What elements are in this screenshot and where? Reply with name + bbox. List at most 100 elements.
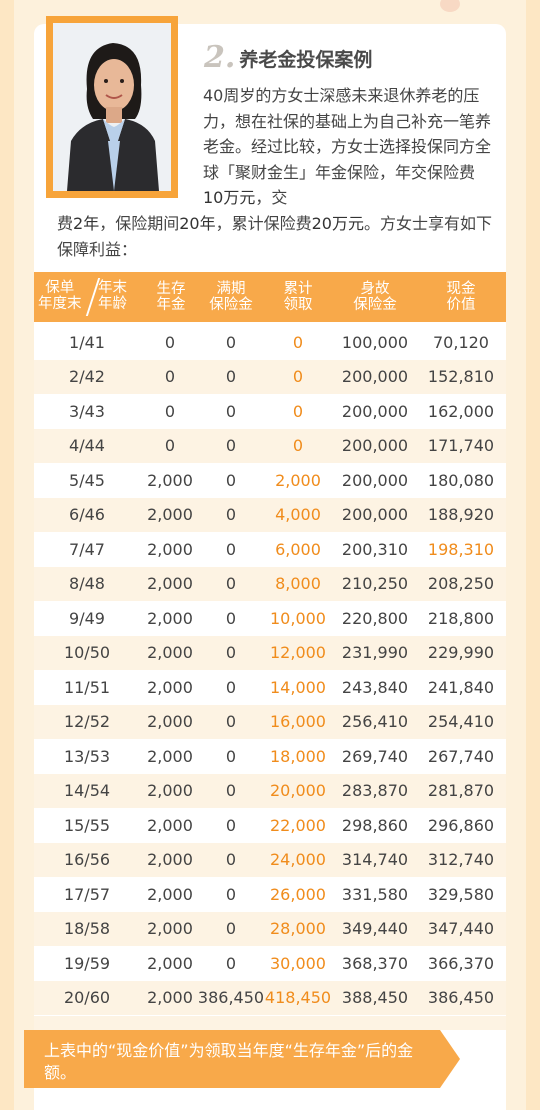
survival-annuity-header: 生存 年金: [142, 272, 200, 322]
table-cell-maturity: 0: [225, 712, 237, 732]
table-cell-cash: 162,000: [427, 401, 495, 421]
table-row: 16/56 2,000 0 24,000 314,740 312,740: [34, 842, 506, 877]
table-cell-death: 349,440: [341, 919, 409, 939]
header-line: 现金: [446, 281, 476, 297]
header-line: 领取: [283, 297, 313, 313]
footnote-arrow: [440, 1030, 460, 1088]
table-cell-survival: 2,000: [147, 953, 193, 973]
portrait-photo: [53, 23, 171, 191]
table-cell-survival: 0: [164, 401, 176, 421]
header-line: 年末: [98, 280, 127, 296]
header-line: 累计: [283, 281, 313, 297]
table-cell-maturity: 0: [225, 850, 237, 870]
intro-sep: ，累计保险费: [215, 214, 312, 233]
table-row: 13/53 2,000 0 18,000 269,740 267,740: [34, 739, 506, 774]
intro-tail: 。方女士享有如下保障利益：: [57, 214, 492, 259]
table-row: 4/44 0 0 0 200,000 171,740: [34, 428, 506, 463]
table-cell-death: 220,800: [341, 608, 409, 628]
table-cell-survival: 2,000: [147, 988, 193, 1008]
table-cell-cash: 267,740: [427, 746, 495, 766]
policy-year-header: 保单 年度末: [38, 280, 82, 312]
table-cell-maturity: 0: [225, 884, 237, 904]
table-cell-survival: 2,000: [147, 815, 193, 835]
section-number: 2.: [204, 40, 236, 75]
table-cell-cash: 281,870: [427, 781, 495, 801]
table-cell-year-age: 7/47: [69, 539, 105, 559]
intro-text: 40周岁的方女士深感未来退休养老的压力，想在社保的基础上为自己补充一笔养老金。经…: [203, 86, 492, 182]
table-row: 14/54 2,000 0 20,000 283,870 281,870: [34, 773, 506, 808]
table-cell-maturity: 0: [225, 332, 237, 352]
table-cell-year-age: 12/52: [63, 712, 111, 732]
table-cell-year-age: 11/51: [63, 677, 111, 697]
intro-sep: ，保险期间: [99, 214, 180, 233]
table-cell-year-age: 2/42: [69, 367, 105, 387]
portrait-photo-frame: [46, 16, 178, 198]
footnote-text: 上表中的“现金价值”为领取当年度“生存年金”后的金额。: [44, 1041, 414, 1082]
table-cell-death: 298,860: [341, 815, 409, 835]
table-cell-cumulative: 0: [292, 367, 304, 387]
table-cell-cash: 296,860: [427, 815, 495, 835]
table-cell-death: 200,000: [341, 505, 409, 525]
header-line: 保险金: [353, 297, 397, 313]
table-cell-cash: 218,800: [427, 608, 495, 628]
header-line: 年度末: [38, 296, 82, 312]
table-row: 18/58 2,000 0 28,000 349,440 347,440: [34, 911, 506, 946]
table-cell-year-age: 20/60: [63, 988, 111, 1008]
table-cell-cumulative: 0: [292, 436, 304, 456]
table-row: 1/41 0 0 0 100,000 70,120: [34, 325, 506, 360]
table-cell-cash: 152,810: [427, 367, 495, 387]
table-cell-maturity: 0: [225, 608, 237, 628]
table-cell-cumulative: 6,000: [275, 539, 321, 559]
table-cell-death: 210,250: [341, 574, 409, 594]
table-cell-cumulative: 28,000: [270, 919, 326, 939]
table-cell-year-age: 14/54: [63, 781, 111, 801]
table-row: 5/45 2,000 0 2,000 200,000 180,080: [34, 463, 506, 498]
table-cell-death: 256,410: [341, 712, 409, 732]
header-line: 保单: [45, 280, 75, 296]
table-cell-survival: 2,000: [147, 470, 193, 490]
table-cell-cash: 329,580: [427, 884, 495, 904]
table-cell-cash: 347,440: [427, 919, 495, 939]
table-cell-survival: 2,000: [147, 781, 193, 801]
table-cell-maturity: 0: [225, 643, 237, 663]
table-cell-year-age: 3/43: [69, 401, 105, 421]
table-cell-cash: 171,740: [427, 436, 495, 456]
table-row: 2/42 0 0 0 200,000 152,810: [34, 359, 506, 394]
table-cell-year-age: 6/46: [69, 505, 105, 525]
table-cell-maturity: 0: [225, 781, 237, 801]
table-cell-maturity: 0: [225, 367, 237, 387]
header-line: 身故: [360, 281, 390, 297]
insurance-term: 20年: [179, 214, 216, 233]
header-line: 价值: [446, 297, 476, 313]
table-cell-year-age: 9/49: [69, 608, 105, 628]
table-row: 3/43 0 0 0 200,000 162,000: [34, 394, 506, 429]
table-cell-cumulative: 10,000: [270, 608, 326, 628]
table-cell-maturity: 0: [225, 505, 237, 525]
total-premium: 20万元: [311, 214, 364, 233]
death-benefit-header: 身故 保险金: [334, 272, 416, 322]
table-cell-year-age: 10/50: [63, 643, 111, 663]
section-title: 2. 养老金投保案例: [204, 40, 372, 76]
table-row: 8/48 2,000 0 8,000 210,250 208,250: [34, 566, 506, 601]
table-cell-cumulative: 0: [292, 401, 304, 421]
table-row: 9/49 2,000 0 10,000 220,800 218,800: [34, 601, 506, 636]
benefit-table-header: 保单 年度末 年末 年龄 生存 年金 满期 保险金 累计 领取 身故 保险金 现…: [34, 272, 506, 322]
table-cell-maturity: 0: [225, 815, 237, 835]
table-cell-year-age: 5/45: [69, 470, 105, 490]
table-cell-maturity: 0: [225, 746, 237, 766]
table-cell-death: 200,000: [341, 401, 409, 421]
table-cell-survival: 2,000: [147, 608, 193, 628]
intro-paragraph: 40周岁的方女士深感未来退休养老的压力，想在社保的基础上为自己补充一笔养老金。经…: [203, 83, 495, 211]
table-cell-death: 314,740: [341, 850, 409, 870]
table-cell-year-age: 15/55: [63, 815, 111, 835]
table-cell-maturity: 0: [225, 436, 237, 456]
intro-paragraph-cont: 费2年，保险期间20年，累计保险费20万元。方女士享有如下保障利益：: [57, 211, 499, 262]
table-cell-maturity: 0: [225, 919, 237, 939]
table-cell-cumulative: 12,000: [270, 643, 326, 663]
header-line: 年金: [156, 297, 186, 313]
header-line: 年龄: [98, 296, 127, 312]
table-cell-cash: 366,370: [427, 953, 495, 973]
table-cell-death: 331,580: [341, 884, 409, 904]
table-cell-survival: 2,000: [147, 539, 193, 559]
table-cell-death: 200,000: [341, 436, 409, 456]
